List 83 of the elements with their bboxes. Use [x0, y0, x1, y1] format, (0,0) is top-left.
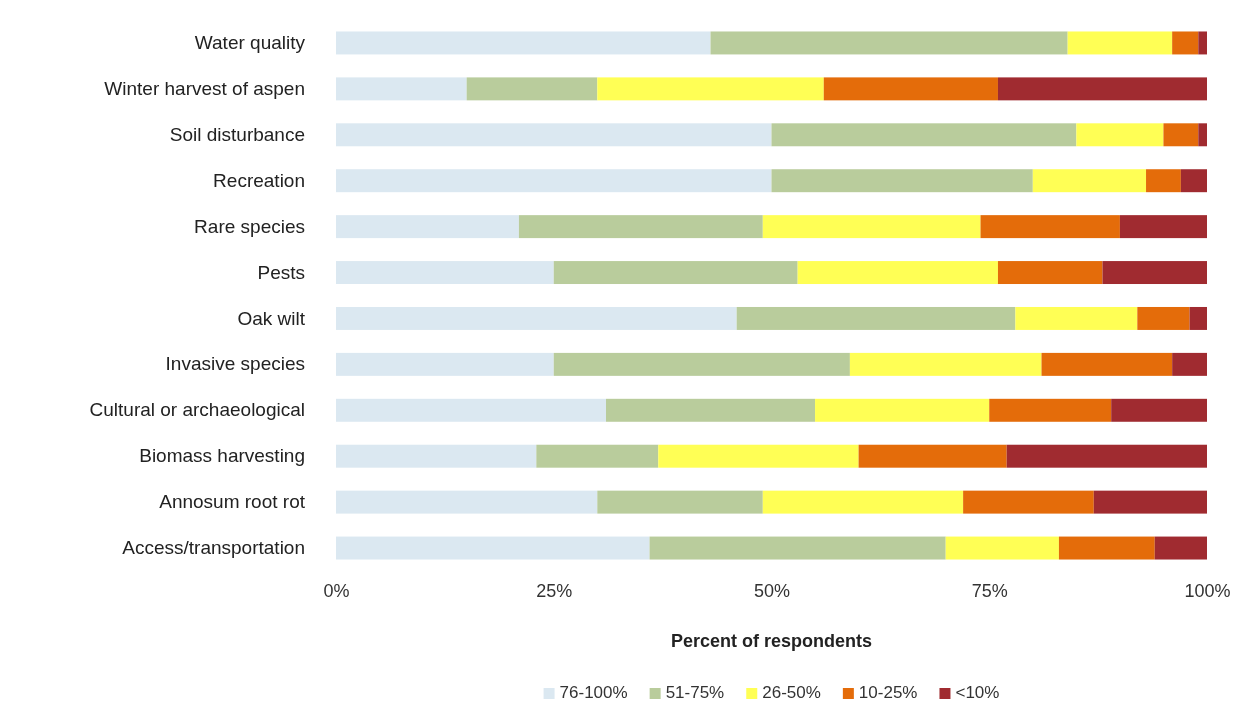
- bar: [823, 77, 998, 101]
- bar: [466, 77, 598, 101]
- bar: [1189, 306, 1207, 330]
- bar: [1006, 444, 1207, 468]
- bar: [336, 536, 650, 560]
- x-tick-label: 50%: [753, 580, 791, 601]
- bar: [1180, 169, 1207, 193]
- bar: [336, 444, 537, 468]
- bar: [336, 123, 772, 147]
- bar: [336, 490, 598, 514]
- bar: [1172, 31, 1199, 55]
- bar: [553, 261, 798, 285]
- bar: [518, 215, 763, 239]
- y-tick-label: Water quality: [194, 32, 306, 54]
- legend-label: 51-75%: [665, 683, 725, 702]
- bar: [336, 77, 467, 101]
- y-tick-label: Soil disturbance: [169, 123, 305, 145]
- bar: [1198, 123, 1207, 147]
- bar: [815, 398, 990, 422]
- y-tick-label: Annosum root rot: [159, 491, 306, 513]
- bar: [945, 536, 1059, 560]
- bar: [1137, 306, 1190, 330]
- x-tick-label: 0%: [323, 580, 350, 601]
- bar: [997, 261, 1103, 285]
- bar: [597, 490, 763, 514]
- bar: [989, 398, 1112, 422]
- x-tick-label: 100%: [1184, 580, 1231, 601]
- bar: [1093, 490, 1207, 514]
- bar: [1032, 169, 1147, 193]
- bar: [553, 352, 850, 376]
- bar: [762, 215, 981, 239]
- y-tick-label: Biomass harvesting: [139, 445, 305, 467]
- y-tick-label: Pests: [257, 261, 305, 283]
- bar: [336, 398, 607, 422]
- legend-label: 26-50%: [762, 683, 821, 702]
- bar: [1172, 352, 1207, 376]
- bar: [849, 352, 1042, 376]
- bar: [1119, 215, 1207, 239]
- bar: [1015, 306, 1138, 330]
- bar: [658, 444, 859, 468]
- bar: [1146, 169, 1181, 193]
- bar: [771, 123, 1077, 147]
- y-tick-label: Invasive species: [165, 353, 305, 375]
- bar: [858, 444, 1007, 468]
- bar: [597, 77, 824, 101]
- bar: [762, 490, 964, 514]
- x-axis-title: Percent of respondents: [670, 631, 873, 651]
- legend-label: 10-25%: [858, 683, 918, 702]
- y-tick-label: Access/transportation: [122, 537, 305, 559]
- y-tick-label: Recreation: [213, 169, 305, 191]
- bar: [963, 490, 1094, 514]
- bar: [736, 306, 1016, 330]
- y-tick-label: Rare species: [194, 215, 305, 237]
- bar: [1102, 261, 1207, 285]
- bar: [649, 536, 946, 560]
- bar: [1041, 352, 1173, 376]
- bar: [606, 398, 816, 422]
- bar: [771, 169, 1033, 193]
- x-tick-label: 25%: [536, 580, 573, 601]
- bar: [336, 169, 772, 193]
- bar: [336, 31, 711, 55]
- y-tick-label: Oak wilt: [237, 307, 306, 329]
- bar: [797, 261, 998, 285]
- bar: [336, 352, 554, 376]
- bar: [1076, 123, 1164, 147]
- x-tick-label: 75%: [971, 580, 1008, 601]
- bar: [336, 215, 519, 239]
- bar: [1154, 536, 1207, 560]
- bar: [710, 31, 1068, 55]
- bar: [997, 77, 1207, 101]
- bar: [1067, 31, 1173, 55]
- bar: [980, 215, 1120, 239]
- y-tick-label: Cultural or archaeological: [89, 399, 305, 421]
- legend-label: 76-100%: [559, 683, 628, 702]
- y-tick-label: Winter harvest of aspen: [104, 77, 305, 99]
- legend-label: <10%: [955, 683, 1000, 702]
- bar: [1198, 31, 1207, 55]
- bar: [336, 306, 737, 330]
- bar: [1163, 123, 1199, 147]
- bar: [336, 261, 554, 285]
- bar: [1058, 536, 1155, 560]
- bar: [1111, 398, 1207, 422]
- bar: [536, 444, 659, 468]
